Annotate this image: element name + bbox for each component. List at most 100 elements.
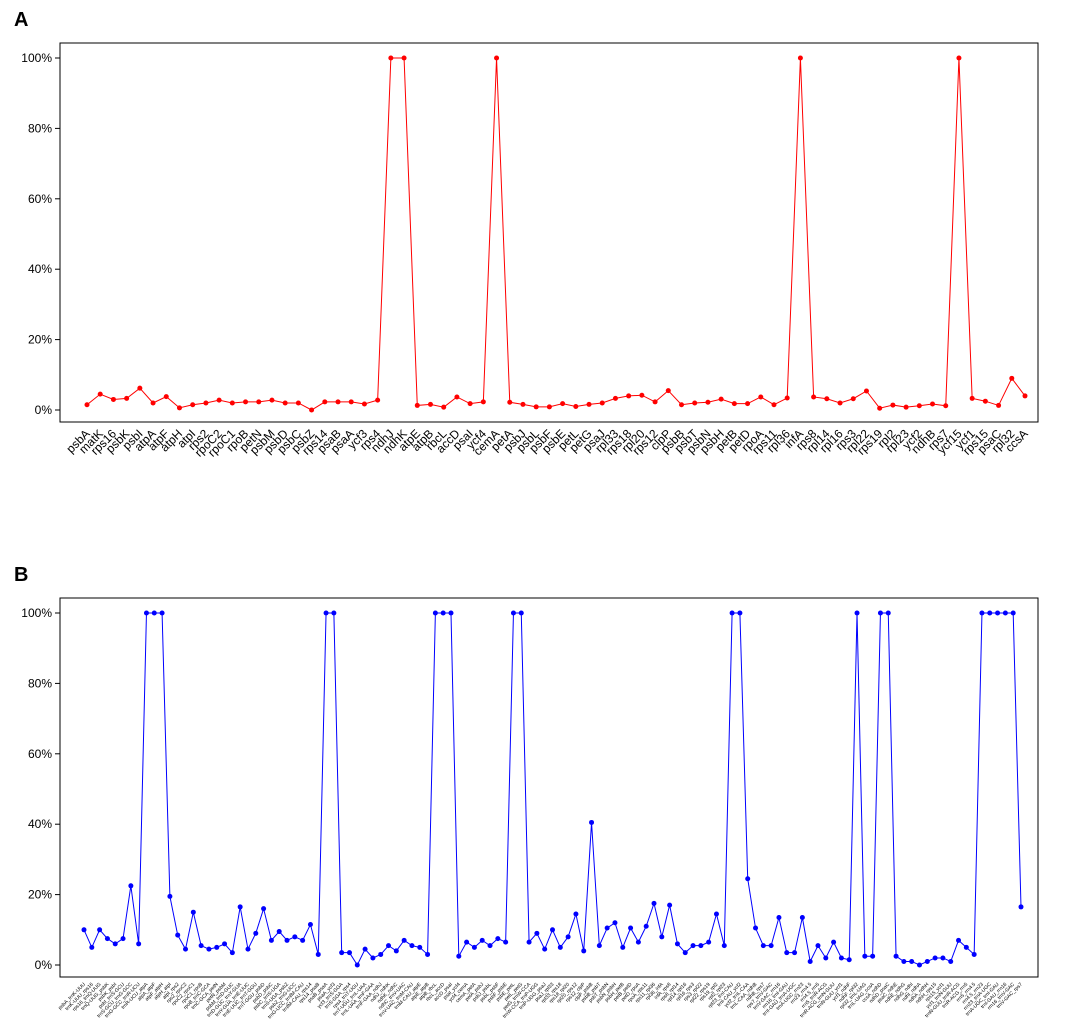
- data-point: [104, 936, 110, 942]
- data-point: [331, 610, 337, 616]
- data-point: [425, 951, 431, 957]
- y-tick-label: 0%: [35, 958, 53, 972]
- data-point: [620, 944, 626, 950]
- data-point: [309, 407, 315, 413]
- data-point: [831, 939, 837, 945]
- data-point: [401, 55, 407, 61]
- data-point: [518, 610, 524, 616]
- data-point: [480, 399, 486, 405]
- data-point: [110, 396, 116, 402]
- data-point: [639, 392, 645, 398]
- data-point: [284, 937, 290, 943]
- data-point: [971, 951, 977, 957]
- data-point: [890, 402, 896, 408]
- data-point: [361, 401, 367, 407]
- data-point: [721, 943, 727, 949]
- data-point: [97, 927, 103, 933]
- data-point: [771, 402, 777, 408]
- data-point: [909, 958, 915, 964]
- y-tick-label: 20%: [28, 888, 52, 902]
- data-point: [322, 399, 328, 405]
- y-tick-label: 0%: [35, 403, 53, 417]
- data-point: [596, 943, 602, 949]
- data-point: [276, 929, 282, 935]
- data-point: [268, 937, 274, 943]
- data-point: [1002, 610, 1008, 616]
- data-point: [893, 953, 899, 959]
- data-point: [203, 400, 209, 406]
- data-point: [495, 936, 501, 942]
- data-point: [295, 400, 301, 406]
- data-point: [167, 893, 173, 899]
- y-tick-label: 60%: [28, 192, 52, 206]
- data-point: [216, 397, 222, 403]
- data-point: [824, 396, 830, 402]
- data-point: [665, 388, 671, 394]
- data-point: [432, 610, 438, 616]
- data-point: [253, 930, 259, 936]
- data-point: [542, 946, 548, 952]
- data-point: [995, 610, 1001, 616]
- data-point: [885, 610, 891, 616]
- plot-frame: [59, 42, 1039, 423]
- data-point: [190, 402, 196, 408]
- data-point: [261, 906, 267, 912]
- data-point: [862, 953, 868, 959]
- data-point: [589, 819, 595, 825]
- data-point: [784, 950, 790, 956]
- data-point: [635, 939, 641, 945]
- data-point: [573, 911, 579, 917]
- data-point: [604, 925, 610, 931]
- y-tick-label: 40%: [28, 817, 52, 831]
- data-point: [651, 900, 657, 906]
- data-point: [323, 610, 329, 616]
- data-point: [534, 930, 540, 936]
- data-point: [903, 404, 909, 410]
- y-tick-label: 40%: [28, 262, 52, 276]
- data-point: [214, 944, 220, 950]
- data-point: [924, 958, 930, 964]
- data-point: [136, 941, 142, 947]
- data-point: [409, 943, 415, 949]
- data-point: [315, 951, 321, 957]
- data-line: [83, 612, 1022, 967]
- data-point: [520, 401, 526, 407]
- data-point: [729, 610, 735, 616]
- data-point: [628, 925, 634, 931]
- data-point: [682, 950, 688, 956]
- data-point: [112, 941, 118, 947]
- data-point: [454, 394, 460, 400]
- data-point: [943, 403, 949, 409]
- data-point: [89, 944, 95, 950]
- data-point: [237, 904, 243, 910]
- data-point: [84, 402, 90, 408]
- data-point: [815, 943, 821, 949]
- data-point: [823, 955, 829, 961]
- data-point: [269, 397, 275, 403]
- data-point: [643, 923, 649, 929]
- data-point: [745, 876, 751, 882]
- data-point: [837, 400, 843, 406]
- data-point: [612, 920, 618, 926]
- data-point: [987, 610, 993, 616]
- data-point: [510, 610, 516, 616]
- data-point: [956, 937, 962, 943]
- data-point: [414, 402, 420, 408]
- data-point: [679, 402, 685, 408]
- data-point: [652, 399, 658, 405]
- data-point: [963, 944, 969, 950]
- data-point: [550, 927, 555, 933]
- data-point: [546, 404, 552, 410]
- data-point: [81, 927, 87, 933]
- data-point: [846, 957, 852, 963]
- data-point: [120, 936, 126, 942]
- data-point: [441, 404, 447, 410]
- data-point: [626, 393, 632, 399]
- data-point: [97, 391, 103, 397]
- data-point: [175, 932, 181, 938]
- data-point: [674, 941, 680, 947]
- data-point: [768, 943, 774, 949]
- data-point: [176, 405, 182, 411]
- data-point: [526, 939, 532, 945]
- data-point: [128, 883, 134, 889]
